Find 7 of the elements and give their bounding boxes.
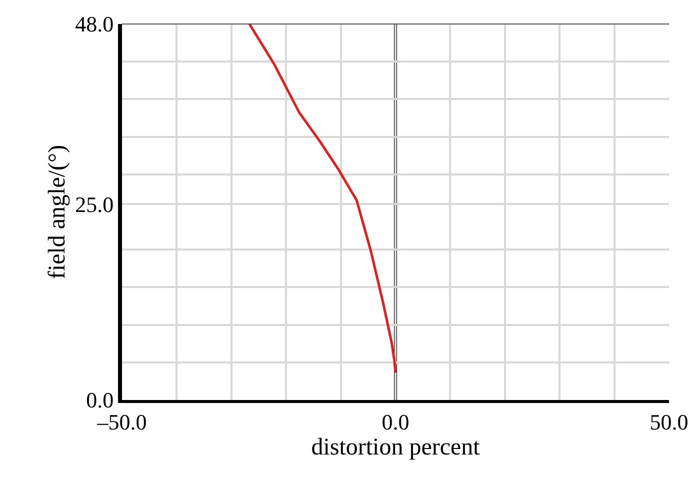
y-tick-label: 48.0 (75, 12, 114, 37)
y-axis-title: field angle/(°) (44, 144, 71, 280)
line-series (248, 24, 397, 374)
x-axis-title: distortion percent (311, 434, 480, 460)
x-tick-label: 50.0 (650, 409, 688, 434)
x-tick-label: 0.0 (382, 409, 410, 434)
y-tick-label: 25.0 (75, 192, 114, 217)
